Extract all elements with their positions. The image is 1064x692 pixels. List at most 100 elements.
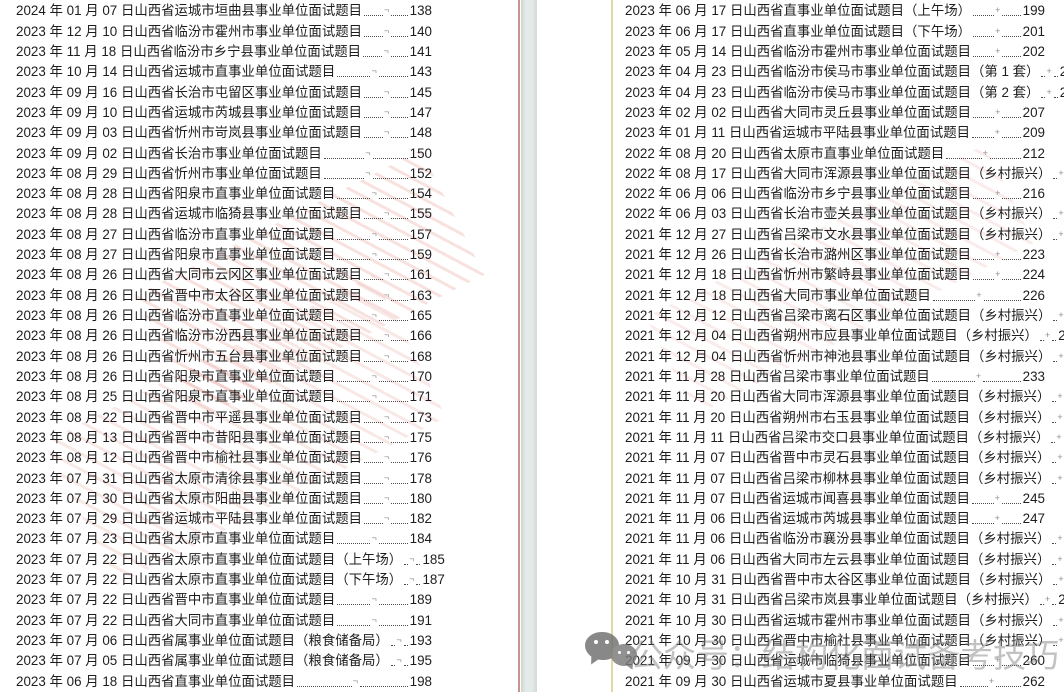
- dot-leader: [1041, 96, 1046, 98]
- toc-entry[interactable]: 2023 年 09 月 16 日山西省长治市屯留区事业单位面试题目 ¬ 145: [16, 82, 432, 102]
- toc-entry[interactable]: 2021 年 11 月 20 日山西省朔州市右玉县事业单位面试题目（乡村振兴） …: [625, 407, 1063, 427]
- toc-entry[interactable]: 2021 年 12 月 04 日山西省朔州市应县事业单位面试题目（乡村振兴） +…: [625, 326, 1064, 346]
- toc-entry[interactable]: 2023 年 08 月 26 日山西省临汾市直事业单位面试题目 ¬ 165: [16, 306, 432, 326]
- toc-entry[interactable]: 2023 年 11 月 18 日山西省临汾市乡宁县事业单位面试题目 ¬ 141: [16, 42, 432, 62]
- toc-entry[interactable]: 2023 年 08 月 27 日山西省阳泉市直事业单位面试题目 ¬ 159: [16, 245, 432, 265]
- toc-entry[interactable]: 2021 年 12 月 12 日山西省吕梁市离石区事业单位面试题目（乡村振兴） …: [625, 306, 1064, 326]
- toc-entry-page: 138: [409, 3, 432, 19]
- toc-entry[interactable]: 2023 年 07 月 31 日山西省太原市清徐县事业单位面试题目 ¬ 178: [16, 468, 432, 488]
- toc-entry[interactable]: 2023 年 04 月 23 日山西省临汾市侯马市事业单位面试题目（第 1 套）…: [625, 62, 1064, 82]
- leader-mark: +: [1056, 431, 1062, 442]
- toc-entry[interactable]: 2021 年 12 月 27 日山西省吕梁市文水县事业单位面试题目（乡村振兴） …: [625, 224, 1064, 244]
- toc-entry[interactable]: 2021 年 12 月 26 日山西省长治市潞州区事业单位面试题目 + 223: [625, 245, 1045, 265]
- toc-entry[interactable]: 2021 年 11 月 06 日山西省大同市左云县事业单位面试题目（乡村振兴） …: [625, 549, 1063, 569]
- toc-entry-title: 2023 年 08 月 12 日山西省晋中市榆社县事业单位面试题目: [16, 450, 362, 466]
- toc-entry[interactable]: 2021 年 11 月 20 日山西省大同市浑源县事业单位面试题目（乡村振兴） …: [625, 387, 1063, 407]
- dot-leader: [337, 238, 371, 240]
- leader-mark: +: [1057, 411, 1063, 422]
- toc-entry[interactable]: 2023 年 08 月 29 日山西省忻州市事业单位面试题目 ¬ 152: [16, 164, 432, 184]
- toc-entry[interactable]: 2023 年 06 月 18 日山西省直事业单位面试题目 ¬ 198: [16, 671, 432, 691]
- toc-entry[interactable]: 2023 年 07 月 23 日山西省太原市直事业单位面试题目 ¬ 184: [16, 529, 432, 549]
- toc-entry-title: 2021 年 10 月 31 日山西省吕梁市岚县事业单位面试题目（乡村振兴）: [625, 592, 1038, 608]
- toc-entry[interactable]: 2021 年 10 月 31 日山西省吕梁市岚县事业单位面试题目（乡村振兴） +…: [625, 590, 1064, 610]
- toc-entry-title: 2023 年 08 月 26 日山西省大同市云冈区事业单位面试题目: [16, 267, 362, 283]
- toc-entry[interactable]: 2023 年 04 月 23 日山西省临汾市侯马市事业单位面试题目（第 2 套）…: [625, 82, 1064, 102]
- toc-entry-title: 2023 年 08 月 29 日山西省忻州市事业单位面试题目: [16, 165, 322, 181]
- toc-entry-page: 140: [409, 23, 432, 39]
- dot-leader: [378, 259, 408, 261]
- dot-leader: [404, 563, 409, 565]
- toc-entry[interactable]: 2021 年 11 月 07 日山西省运城市闻喜县事业单位面试题目 + 245: [625, 489, 1045, 509]
- toc-entry[interactable]: 2021 年 12 月 18 日山西省大同市事业单位面试题目 + 226: [625, 285, 1045, 305]
- toc-entry[interactable]: 2023 年 12 月 10 日山西省临汾市霍州市事业单位面试题目 ¬ 140: [16, 21, 432, 41]
- toc-entry[interactable]: 2023 年 02 月 02 日山西省大同市灵丘县事业单位面试题目 + 207: [625, 103, 1045, 123]
- toc-entry[interactable]: 2021 年 12 月 04 日山西省忻州市神池县事业单位面试题目（乡村振兴） …: [625, 346, 1064, 366]
- toc-entry[interactable]: 2023 年 08 月 26 日山西省阳泉市直事业单位面试题目 ¬ 170: [16, 367, 432, 387]
- toc-entry[interactable]: 2023 年 08 月 28 日山西省运城市临猗县事业单位面试题目 ¬ 155: [16, 204, 432, 224]
- toc-entry-page: 233: [1022, 368, 1045, 384]
- toc-entry[interactable]: 2023 年 07 月 22 日山西省太原市直事业单位面试题目（上午场） ¬ 1…: [16, 549, 445, 569]
- toc-entry[interactable]: 2022 年 08 月 20 日山西省太原市直事业单位面试题目 + 212: [625, 143, 1045, 163]
- toc-entry[interactable]: 2023 年 08 月 22 日山西省晋中市平遥县事业单位面试题目 ¬ 173: [16, 407, 432, 427]
- toc-entry[interactable]: 2023 年 06 月 17 日山西省直事业单位面试题目（上午场） + 199: [625, 1, 1045, 21]
- toc-entry[interactable]: 2023 年 07 月 22 日山西省大同市直事业单位面试题目 ¬ 191: [16, 610, 432, 630]
- toc-entry[interactable]: 2023 年 09 月 10 日山西省运城市芮城县事业单位面试题目 ¬ 147: [16, 103, 432, 123]
- toc-entry[interactable]: 2022 年 08 月 17 日山西省大同市浑源县事业单位面试题目（乡村振兴） …: [625, 164, 1064, 184]
- toc-entry-title: 2023 年 07 月 22 日山西省太原市直事业单位面试题目（上午场）: [16, 551, 403, 567]
- toc-entry[interactable]: 2023 年 05 月 14 日山西省临汾市霍州市事业单位面试题目 + 202: [625, 42, 1045, 62]
- toc-entry[interactable]: 2021 年 11 月 28 日山西省吕梁市事业单位面试题目 + 233: [625, 367, 1045, 387]
- toc-entry-title: 2023 年 08 月 26 日山西省阳泉市直事业单位面试题目: [16, 368, 336, 384]
- toc-entry[interactable]: 2024 年 01 月 07 日山西省运城市垣曲县事业单位面试题目 ¬ 138: [16, 1, 432, 21]
- dot-leader: [364, 340, 383, 342]
- toc-entry-page: 170: [409, 368, 432, 384]
- toc-entry[interactable]: 2023 年 10 月 14 日山西省运城市直事业单位面试题目 ¬ 143: [16, 62, 432, 82]
- toc-entry-title: 2023 年 07 月 22 日山西省大同市直事业单位面试题目: [16, 612, 336, 628]
- toc-entry[interactable]: 2023 年 08 月 12 日山西省晋中市榆社县事业单位面试题目 ¬ 176: [16, 448, 432, 468]
- toc-entry[interactable]: 2023 年 07 月 22 日山西省晋中市直事业单位面试题目 ¬ 189: [16, 590, 432, 610]
- toc-entry[interactable]: 2022 年 06 月 06 日山西省临汾市乡宁县事业单位面试题目 + 216: [625, 184, 1045, 204]
- dot-leader: [1041, 76, 1046, 78]
- toc-entry[interactable]: 2023 年 07 月 05 日山西省属事业单位面试题目（粮食储备局） ¬ 19…: [16, 651, 432, 671]
- dot-leader: [391, 360, 408, 362]
- chat-bubble-large: [585, 632, 619, 660]
- leader-mark: +: [995, 249, 1001, 260]
- toc-entry[interactable]: 2023 年 07 月 22 日山西省太原市直事业单位面试题目（下午场） ¬ 1…: [16, 570, 445, 590]
- toc-entry[interactable]: 2021 年 11 月 11 日山西省吕梁市交口县事业单位面试题目（乡村振兴） …: [625, 428, 1064, 448]
- toc-entry[interactable]: 2023 年 08 月 25 日山西省阳泉市直事业单位面试题目 ¬ 171: [16, 387, 432, 407]
- toc-entry[interactable]: 2021 年 09 月 30 日山西省运城市临猗县事业单位面试题目 + 260: [625, 651, 1045, 671]
- toc-entry[interactable]: 2023 年 08 月 26 日山西省大同市云冈区事业单位面试题目 ¬ 161: [16, 265, 432, 285]
- toc-entry[interactable]: 2023 年 09 月 02 日山西省长治市事业单位面试题目 ¬ 150: [16, 143, 432, 163]
- toc-entry[interactable]: 2021 年 11 月 06 日山西省运城市芮城县事业单位面试题目 + 247: [625, 509, 1045, 529]
- toc-entry[interactable]: 2023 年 08 月 26 日山西省临汾市汾西县事业单位面试题目 ¬ 166: [16, 326, 432, 346]
- toc-entry[interactable]: 2023 年 01 月 11 日山西省运城市平陆县事业单位面试题目 + 209: [625, 123, 1045, 143]
- toc-entry[interactable]: 2023 年 07 月 30 日山西省太原市阳曲县事业单位面试题目 ¬ 180: [16, 489, 432, 509]
- toc-entry[interactable]: 2023 年 07 月 06 日山西省属事业单位面试题目（粮食储备局） ¬ 19…: [16, 631, 432, 651]
- toc-entry[interactable]: 2021 年 11 月 07 日山西省吕梁市柳林县事业单位面试题目（乡村振兴） …: [625, 468, 1063, 488]
- dot-leader: [364, 482, 383, 484]
- toc-entry[interactable]: 2023 年 07 月 29 日山西省运城市平陆县事业单位面试题目 ¬ 182: [16, 509, 432, 529]
- toc-entry[interactable]: 2021 年 09 月 30 日山西省运城市夏县事业单位面试题目 + 262: [625, 671, 1045, 691]
- toc-entry[interactable]: 2021 年 10 月 30 日山西省运城市霍州市事业单位面试题目（乡村振兴） …: [625, 610, 1064, 630]
- dot-leader: [1001, 137, 1021, 139]
- toc-entry[interactable]: 2021 年 10 月 30 日山西省晋中市榆社县事业单位面试题目（乡村振兴） …: [625, 631, 1064, 651]
- toc-entry[interactable]: 2021 年 11 月 07 日山西省晋中市灵石县事业单位面试题目（乡村振兴） …: [625, 448, 1063, 468]
- toc-entry-title: 2023 年 08 月 27 日山西省临汾市直事业单位面试题目: [16, 226, 336, 242]
- toc-entry[interactable]: 2021 年 12 月 18 日山西省忻州市繁峙县事业单位面试题目 + 224: [625, 265, 1045, 285]
- toc-entry[interactable]: 2023 年 08 月 26 日山西省晋中市太谷区事业单位面试题目 ¬ 163: [16, 285, 432, 305]
- toc-entry[interactable]: 2023 年 08 月 28 日山西省阳泉市直事业单位面试题目 ¬ 154: [16, 184, 432, 204]
- toc-entry-title: 2023 年 08 月 28 日山西省阳泉市直事业单位面试题目: [16, 186, 336, 202]
- dot-leader: [973, 35, 995, 37]
- yellow-guide-line: [611, 0, 613, 692]
- toc-entry[interactable]: 2021 年 11 月 06 日山西省临汾市襄汾县事业单位面试题目（乡村振兴） …: [625, 529, 1063, 549]
- toc-entry-page: 148: [409, 125, 432, 141]
- toc-entry[interactable]: 2023 年 08 月 26 日山西省忻州市五台县事业单位面试题目 ¬ 168: [16, 346, 432, 366]
- toc-entry[interactable]: 2023 年 08 月 13 日山西省晋中市昔阳县事业单位面试题目 ¬ 175: [16, 428, 432, 448]
- toc-entry[interactable]: 2023 年 06 月 17 日山西省直事业单位面试题目（下午场） + 201: [625, 21, 1045, 41]
- toc-entry-page: 180: [409, 490, 432, 506]
- toc-entry[interactable]: 2021 年 10 月 31 日山西省晋中市太谷区事业单位面试题目（乡村振兴） …: [625, 570, 1064, 590]
- dot-leader: [391, 218, 408, 220]
- toc-entry[interactable]: 2023 年 09 月 03 日山西省忻州市岢岚县事业单位面试题目 ¬ 148: [16, 123, 432, 143]
- toc-entry[interactable]: 2022 年 06 月 03 日山西省长治市壶关县事业单位面试题目（乡村振兴） …: [625, 204, 1064, 224]
- leader-mark: +: [994, 513, 1000, 524]
- toc-entry[interactable]: 2023 年 08 月 27 日山西省临汾市直事业单位面试题目 ¬ 157: [16, 224, 432, 244]
